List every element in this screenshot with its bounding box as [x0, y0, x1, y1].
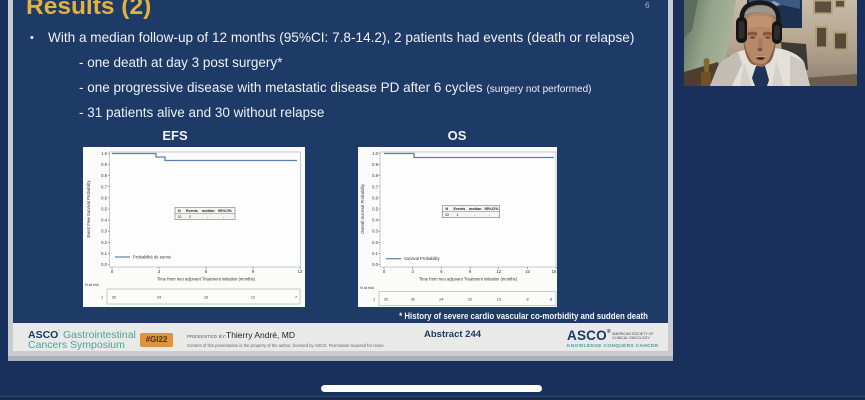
svg-text:3: 3 — [412, 269, 415, 274]
svg-text:30: 30 — [411, 298, 415, 302]
svg-text:0.4: 0.4 — [372, 218, 378, 223]
svg-text:Event Free Survival Probabilit: Event Free Survival Probability — [86, 179, 91, 237]
svg-text:0.3: 0.3 — [101, 229, 107, 234]
svg-text:0.6: 0.6 — [101, 195, 107, 200]
svg-text:6: 6 — [440, 269, 443, 274]
svg-text:median: median — [469, 207, 482, 211]
svg-text:24: 24 — [439, 298, 443, 302]
svg-text:95%CI%: 95%CI% — [485, 207, 500, 211]
svg-text:0.5: 0.5 — [101, 207, 107, 212]
svg-text:0.0: 0.0 — [372, 262, 378, 267]
svg-text:0.0: 0.0 — [101, 262, 107, 267]
svg-text:2: 2 — [189, 215, 191, 219]
svg-text:Probabilité de survie: Probabilité de survie — [133, 255, 172, 260]
svg-text:12: 12 — [298, 269, 303, 274]
svg-text:N: N — [446, 207, 449, 211]
svg-text:Time from neo adjuvant Treatme: Time from neo adjuvant Treatment initiat… — [157, 277, 256, 282]
svg-text:20: 20 — [468, 298, 472, 302]
svg-text:0.8: 0.8 — [101, 173, 107, 178]
svg-text:-: - — [207, 215, 209, 219]
svg-text:N at risk: N at risk — [85, 283, 99, 287]
svg-text:15: 15 — [525, 269, 530, 274]
svg-text:32: 32 — [178, 215, 182, 219]
svg-text:0.2: 0.2 — [101, 240, 107, 245]
svg-text:1: 1 — [373, 298, 375, 302]
svg-text:N at risk: N at risk — [360, 286, 374, 290]
svg-text:7: 7 — [295, 296, 297, 300]
svg-text:0.1: 0.1 — [101, 251, 107, 256]
svg-text:9: 9 — [252, 269, 255, 274]
svg-text:0.7: 0.7 — [101, 184, 107, 189]
svg-text:32: 32 — [445, 213, 449, 217]
svg-text:18: 18 — [552, 269, 557, 274]
svg-text:3: 3 — [158, 269, 161, 274]
svg-text:24: 24 — [157, 296, 161, 300]
svg-text:12: 12 — [251, 296, 255, 300]
svg-text:0.9: 0.9 — [372, 162, 378, 167]
svg-text:Events: Events — [186, 209, 198, 213]
svg-text:0.4: 0.4 — [101, 218, 107, 223]
svg-text:median: median — [202, 209, 215, 213]
svg-text:Overall Survival Probability: Overall Survival Probability — [360, 183, 365, 234]
svg-text:Time from neo adjuvant Treatme: Time from neo adjuvant Treatment initiat… — [419, 277, 518, 282]
svg-text:32: 32 — [384, 298, 388, 302]
svg-text:95%CI%: 95%CI% — [218, 209, 233, 213]
svg-text:-: - — [489, 213, 491, 217]
svg-text:1.0: 1.0 — [372, 151, 378, 156]
svg-text:16: 16 — [497, 298, 501, 302]
svg-text:0.8: 0.8 — [372, 173, 378, 178]
svg-text:-: - — [223, 215, 225, 219]
svg-text:0: 0 — [111, 269, 114, 274]
svg-text:1: 1 — [457, 213, 459, 217]
svg-text:0.9: 0.9 — [101, 162, 107, 167]
svg-text:0: 0 — [383, 269, 386, 274]
svg-text:16: 16 — [204, 296, 208, 300]
svg-text:32: 32 — [112, 296, 116, 300]
svg-text:1.0: 1.0 — [101, 151, 107, 156]
svg-text:-: - — [474, 213, 476, 217]
svg-text:Survival Probability: Survival Probability — [404, 256, 441, 261]
svg-text:0.5: 0.5 — [372, 207, 378, 212]
svg-text:0.6: 0.6 — [372, 195, 378, 200]
svg-text:9: 9 — [469, 269, 472, 274]
svg-text:8: 8 — [526, 298, 528, 302]
svg-text:6: 6 — [205, 269, 208, 274]
svg-text:0.3: 0.3 — [372, 229, 378, 234]
svg-text:N: N — [178, 209, 181, 213]
svg-text:0.7: 0.7 — [372, 184, 378, 189]
svg-text:1: 1 — [101, 296, 103, 300]
svg-text:Events: Events — [454, 207, 466, 211]
svg-text:12: 12 — [496, 269, 501, 274]
svg-text:8: 8 — [550, 298, 552, 302]
svg-text:0.2: 0.2 — [372, 240, 378, 245]
svg-text:0.1: 0.1 — [372, 251, 378, 256]
